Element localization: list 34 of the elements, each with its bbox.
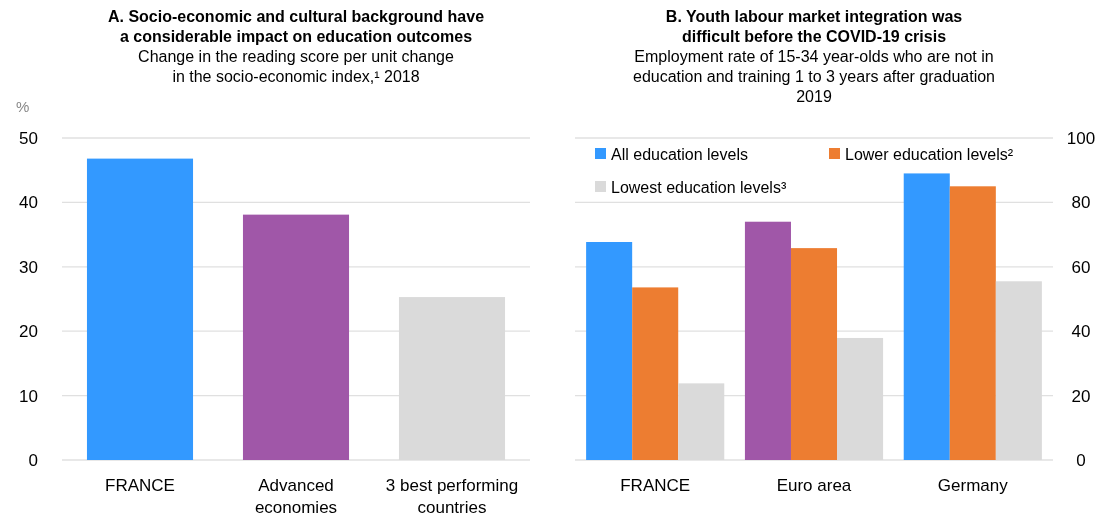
bar bbox=[632, 287, 679, 460]
y2-tick-label: 0 bbox=[1076, 450, 1086, 470]
x-tick-label: Advanced economies bbox=[254, 476, 338, 517]
x-tick-label: FRANCE bbox=[620, 476, 691, 495]
bar bbox=[86, 158, 194, 460]
chart-title: A. Socio-economic and cultural background have a considerable impact on education outcomes bbox=[107, 8, 485, 45]
y-tick-label: 20 bbox=[19, 322, 38, 342]
bar bbox=[242, 214, 350, 460]
chart-title: B. Youth labour market integration was difficult before the COVID-19 crisis bbox=[665, 8, 963, 45]
x-tick-label: 3 best performing countries bbox=[385, 476, 519, 517]
y2-tick-label: 40 bbox=[1071, 322, 1091, 342]
bar bbox=[949, 186, 996, 460]
y2-tick-label: 20 bbox=[1071, 386, 1091, 406]
bar bbox=[790, 248, 838, 460]
y-tick-label: 50 bbox=[19, 128, 38, 148]
chart-subtitle: Change in the reading score per unit change in the socio-economic index,¹ 2018 bbox=[138, 48, 454, 85]
legend-label: Lowest education levels³ bbox=[611, 178, 787, 196]
y2-tick-label: 60 bbox=[1071, 257, 1091, 277]
legend-label: Lower education levels² bbox=[845, 145, 1014, 163]
y-tick-label: 40 bbox=[19, 193, 38, 213]
y2-tick-label: 100 bbox=[1066, 128, 1096, 148]
bar bbox=[586, 242, 633, 460]
chart-subtitle: Employment rate of 15-34 year-olds who are not in education and training 1 to 3 years after graduation 2019 bbox=[632, 48, 996, 105]
y-tick-label: 10 bbox=[19, 386, 38, 406]
bar bbox=[903, 173, 950, 460]
bar bbox=[744, 221, 791, 460]
y-tick-label: 30 bbox=[19, 257, 38, 277]
x-tick-label: Euro area bbox=[776, 476, 852, 495]
x-tick-label: Germany bbox=[937, 476, 1009, 495]
y2-tick-label: 80 bbox=[1071, 193, 1091, 213]
y-axis-title: % bbox=[16, 98, 30, 115]
x-tick-label: FRANCE bbox=[105, 476, 175, 495]
legend-label: All education levels bbox=[611, 145, 748, 163]
y-tick-label: 0 bbox=[28, 450, 38, 470]
